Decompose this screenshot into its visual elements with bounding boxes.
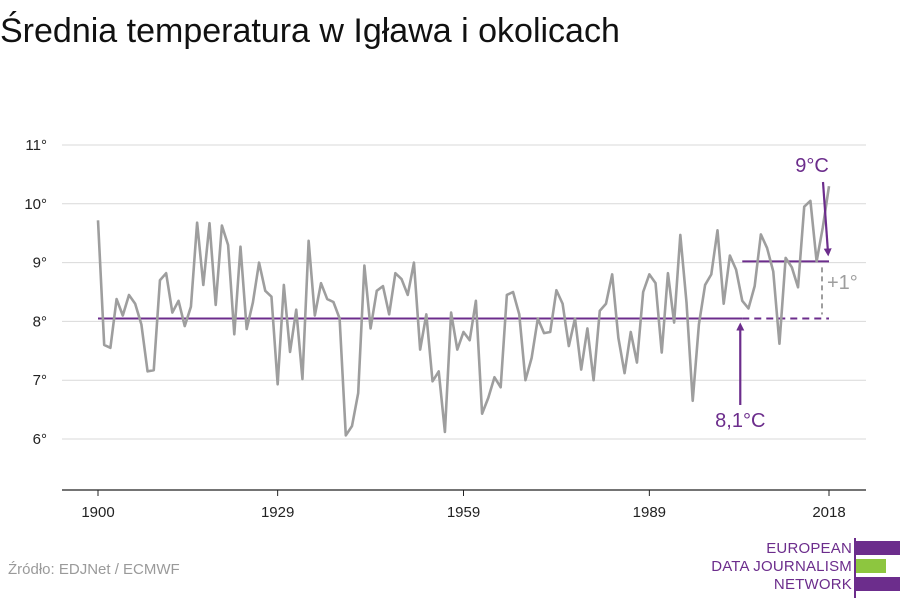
y-tick-label: 11° bbox=[25, 137, 47, 154]
logo-divider bbox=[854, 538, 856, 598]
axis-layer: 6° 7° 8° 9° 10° 11° 1900 1929 1959 1989 2018 bbox=[24, 137, 866, 521]
x-tick-label: 1900 bbox=[81, 504, 114, 521]
logo-text-line: DATA JOURNALISM bbox=[711, 558, 852, 575]
edj-logo: EUROPEAN DATA JOURNALISM NETWORK bbox=[700, 538, 900, 598]
annotation-layer: 8,1°C 9°C +1° bbox=[715, 155, 858, 432]
x-tick-label: 2018 bbox=[812, 504, 845, 521]
logo-bar bbox=[856, 577, 900, 591]
y-tick-label: 6° bbox=[33, 431, 47, 448]
logo-text-line: NETWORK bbox=[773, 576, 852, 593]
y-tick-label: 8° bbox=[33, 313, 47, 330]
annotation-label: +1° bbox=[827, 272, 858, 294]
logo-bar bbox=[856, 541, 900, 555]
y-tick-label: 9° bbox=[33, 255, 47, 272]
temperature-series-line bbox=[96, 185, 831, 437]
y-tick-label: 10° bbox=[24, 196, 47, 213]
annotation-arrow bbox=[821, 181, 832, 257]
x-tick-label: 1929 bbox=[261, 504, 294, 521]
reference-layer bbox=[98, 260, 829, 320]
logo-text-line: EUROPEAN bbox=[766, 540, 852, 557]
chart-title: Średnia temperatura w Igława i okolicach bbox=[0, 12, 620, 50]
logo-bar bbox=[856, 559, 886, 573]
x-tick-label: 1989 bbox=[633, 504, 666, 521]
annotation-label: 8,1°C bbox=[715, 410, 765, 432]
x-tick-label: 1959 bbox=[447, 504, 480, 521]
annotation-label: 9°C bbox=[795, 155, 829, 177]
grid-layer bbox=[62, 144, 866, 440]
y-tick-label: 7° bbox=[33, 372, 47, 389]
series-layer bbox=[96, 185, 831, 437]
source-note: Źródło: EDJNet / ECMWF bbox=[8, 561, 180, 578]
